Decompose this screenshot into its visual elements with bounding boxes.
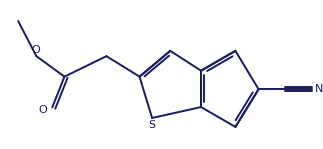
Text: N: N (315, 84, 323, 94)
Text: S: S (148, 120, 155, 130)
Text: O: O (39, 105, 47, 115)
Text: O: O (31, 45, 40, 55)
